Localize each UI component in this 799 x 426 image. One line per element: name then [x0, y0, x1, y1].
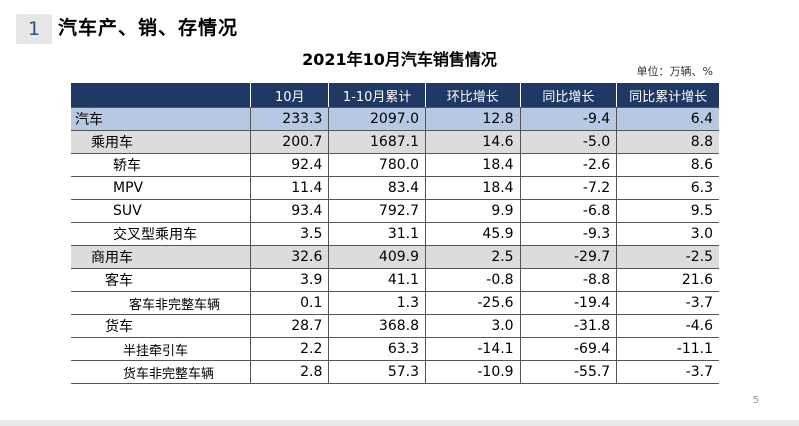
- table-row: 客车 3.9 41.1 -0.8 -8.8 21.6: [71, 268, 719, 292]
- table-row: SUV 93.4 792.7 9.9 -6.8 9.5: [71, 199, 719, 223]
- table-cell: 200.7: [250, 130, 330, 154]
- table-cell: 18.4: [425, 153, 521, 177]
- footer-bar: [0, 420, 799, 426]
- table-cell: 14.6: [425, 130, 521, 154]
- row-label: 乘用车: [71, 130, 252, 154]
- table-cell: -10.9: [425, 360, 521, 384]
- table-cell: 233.3: [250, 107, 330, 131]
- column-header: 同比累计增长: [616, 83, 719, 108]
- table-cell: 31.1: [328, 222, 426, 246]
- row-label: 货车: [71, 314, 252, 338]
- table-cell: -14.1: [425, 337, 521, 361]
- table-cell: 93.4: [250, 199, 330, 223]
- table-row: MPV 11.4 83.4 18.4 -7.2 6.3: [71, 176, 719, 200]
- table-cell: -31.8: [520, 314, 618, 338]
- table-cell: 368.8: [328, 314, 426, 338]
- table-cell: 1687.1: [328, 130, 426, 154]
- column-header: 环比增长: [425, 83, 521, 108]
- row-label: 客车非完整车辆: [71, 291, 252, 315]
- row-label: 货车非完整车辆: [71, 360, 252, 384]
- page-number: 5: [752, 395, 759, 406]
- table-row: 货车 28.7 368.8 3.0 -31.8 -4.6: [71, 314, 719, 338]
- table-cell: 3.9: [250, 268, 330, 292]
- table-cell: -2.5: [616, 245, 719, 269]
- table-cell: -3.7: [616, 360, 719, 384]
- table-cell: 28.7: [250, 314, 330, 338]
- table-title: 2021年10月汽车销售情况: [302, 50, 497, 69]
- table-cell: 2.5: [425, 245, 521, 269]
- sales-table: 10月 1-10月累计 环比增长 同比增长 同比累计增长 汽车 233.3 2097…: [71, 83, 719, 384]
- table-cell: 21.6: [616, 268, 719, 292]
- table-cell: 92.4: [250, 153, 330, 177]
- table-cell: 8.6: [616, 153, 719, 177]
- table-cell: -29.7: [520, 245, 618, 269]
- table-cell: 45.9: [425, 222, 521, 246]
- table-cell: 2097.0: [328, 107, 426, 131]
- row-label: 汽车: [71, 107, 252, 131]
- column-header: [71, 83, 252, 108]
- table-cell: 57.3: [328, 360, 426, 384]
- table-cell: 0.1: [250, 291, 330, 315]
- table-cell: -5.0: [520, 130, 618, 154]
- table-cell: 6.4: [616, 107, 719, 131]
- row-label: 轿车: [71, 153, 252, 177]
- table-cell: -2.6: [520, 153, 618, 177]
- column-header: 10月: [250, 83, 330, 108]
- table-cell: -9.4: [520, 107, 618, 131]
- table-cell: 780.0: [328, 153, 426, 177]
- table-cell: 8.8: [616, 130, 719, 154]
- table-cell: -3.7: [616, 291, 719, 315]
- table-cell: -69.4: [520, 337, 618, 361]
- table-cell: 63.3: [328, 337, 426, 361]
- table-cell: -7.2: [520, 176, 618, 200]
- table-cell: 792.7: [328, 199, 426, 223]
- table-cell: 83.4: [328, 176, 426, 200]
- table-cell: -8.8: [520, 268, 618, 292]
- row-label: 客车: [71, 268, 252, 292]
- table-cell: 2.8: [250, 360, 330, 384]
- table-cell: -4.6: [616, 314, 719, 338]
- table-cell: -6.8: [520, 199, 618, 223]
- row-label: 商用车: [71, 245, 252, 269]
- table-cell: 32.6: [250, 245, 330, 269]
- table-cell: -55.7: [520, 360, 618, 384]
- table-row: 货车非完整车辆 2.8 57.3 -10.9 -55.7 -3.7: [71, 360, 719, 384]
- table-cell: -9.3: [520, 222, 618, 246]
- table-row: 轿车 92.4 780.0 18.4 -2.6 8.6: [71, 153, 719, 177]
- table-cell: 9.5: [616, 199, 719, 223]
- table-row: 商用车 32.6 409.9 2.5 -29.7 -2.5: [71, 245, 719, 269]
- row-label: SUV: [71, 199, 252, 223]
- table-cell: 3.0: [425, 314, 521, 338]
- table-cell: 409.9: [328, 245, 426, 269]
- table-cell: 3.0: [616, 222, 719, 246]
- unit-label: 单位：万辆、%: [636, 65, 713, 78]
- row-label: 交叉型乘用车: [71, 222, 252, 246]
- table-cell: 2.2: [250, 337, 330, 361]
- table-row: 客车非完整车辆 0.1 1.3 -25.6 -19.4 -3.7: [71, 291, 719, 315]
- table-cell: -11.1: [616, 337, 719, 361]
- table-cell: 18.4: [425, 176, 521, 200]
- table-cell: 1.3: [328, 291, 426, 315]
- table-row: 交叉型乘用车 3.5 31.1 45.9 -9.3 3.0: [71, 222, 719, 246]
- table-cell: -0.8: [425, 268, 521, 292]
- column-header: 1-10月累计: [328, 83, 426, 108]
- table-row: 乘用车 200.7 1687.1 14.6 -5.0 8.8: [71, 130, 719, 154]
- table-cell: 6.3: [616, 176, 719, 200]
- slide-number: 1: [27, 18, 41, 40]
- row-label: 半挂牵引车: [71, 337, 252, 361]
- table-cell: 41.1: [328, 268, 426, 292]
- table-cell: 12.8: [425, 107, 521, 131]
- slide-number-badge: 1: [16, 14, 52, 44]
- table-cell: 9.9: [425, 199, 521, 223]
- table-cell: 3.5: [250, 222, 330, 246]
- row-label: MPV: [71, 176, 252, 200]
- table-header-row: 10月 1-10月累计 环比增长 同比增长 同比累计增长: [71, 83, 719, 108]
- table-cell: -19.4: [520, 291, 618, 315]
- table-cell: -25.6: [425, 291, 521, 315]
- column-header: 同比增长: [520, 83, 618, 108]
- table-row: 半挂牵引车 2.2 63.3 -14.1 -69.4 -11.1: [71, 337, 719, 361]
- table-cell: 11.4: [250, 176, 330, 200]
- table-row: 汽车 233.3 2097.0 12.8 -9.4 6.4: [71, 107, 719, 131]
- section-title: 汽车产、销、存情况: [58, 17, 239, 39]
